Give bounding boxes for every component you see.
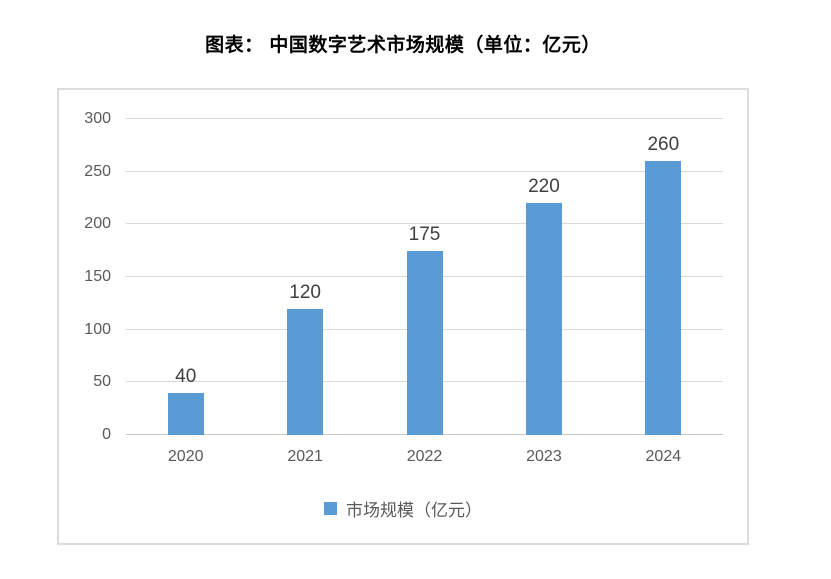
- bar-2023: [525, 203, 562, 435]
- gridline-300: [126, 118, 723, 119]
- y-axis-tick-label-100: 100: [84, 320, 111, 338]
- chart-title: 图表： 中国数字艺术市场规模（单位：亿元）: [205, 35, 601, 56]
- plot-area: 40 120 175 220 260: [126, 118, 723, 435]
- bar-value-label-2023: 220: [528, 176, 560, 198]
- x-axis-tick-label-2022: 2022: [406, 448, 443, 465]
- bar-value-label-2021: 120: [289, 281, 321, 303]
- bar-2024: [645, 161, 682, 435]
- bar-group-2021: 120: [245, 119, 364, 435]
- bar-2022: [406, 250, 443, 435]
- y-axis-tick-label-50: 50: [93, 373, 111, 391]
- x-axis-tick-label-2020: 2020: [167, 448, 204, 465]
- y-axis-tick-label-200: 200: [84, 215, 111, 233]
- y-axis-tick-label-250: 250: [84, 162, 111, 180]
- gridline-250: [126, 170, 723, 172]
- x-axis-tick-label-2021: 2021: [287, 448, 323, 465]
- y-axis-tick-label-300: 300: [84, 110, 111, 127]
- x-axis-tick-label-2024: 2024: [645, 448, 682, 465]
- legend-label: 市场规模（亿元）: [346, 501, 482, 521]
- x-axis: 2020 2021 2022 2023 2024: [126, 448, 723, 466]
- bar-group-2023: 220: [484, 119, 603, 435]
- bar-value-label-2020: 40: [175, 365, 197, 387]
- bar-2021: [287, 308, 324, 435]
- bar-2020: [167, 392, 204, 435]
- legend: 市场规模（亿元）: [59, 496, 747, 521]
- bar-group-2022: 175: [365, 119, 484, 435]
- bar-value-label-2022: 175: [408, 223, 441, 245]
- chart-container: 40 120 175 220 260 0 50 100 150 200 250 300 2020 20…: [57, 88, 749, 545]
- legend-square-icon: [324, 502, 337, 515]
- x-axis-tick-label-2023: 2023: [526, 448, 562, 465]
- bar-value-label-2024: 260: [647, 134, 680, 156]
- y-axis-tick-label-150: 150: [84, 268, 111, 285]
- gridline-200: [126, 223, 723, 225]
- bar-group-2020: 40: [126, 119, 245, 435]
- y-axis-tick-label-0: 0: [102, 426, 111, 443]
- bars: 40 120 175 220 260: [126, 119, 723, 435]
- bar-group-2024: 260: [604, 119, 723, 435]
